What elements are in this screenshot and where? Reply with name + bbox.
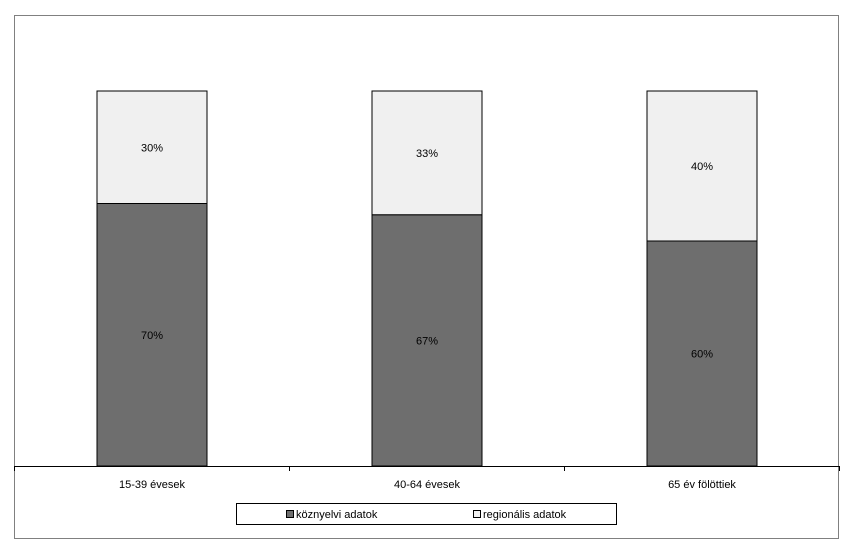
x-tick-label-3: 65 év fölöttiek: [668, 479, 736, 491]
bar-segment-regionalis-2: [371, 90, 483, 216]
bar-segment-koznyelvi-2: [371, 214, 483, 467]
bar-segment-regionalis-1: [96, 90, 208, 204]
bar-segment-koznyelvi-3: [646, 240, 758, 467]
legend-swatch-regionalis: [473, 510, 481, 518]
legend-box: [236, 503, 617, 525]
data-label-regionalis-3: 40%: [691, 161, 713, 173]
x-tick-label-2: 40-64 évesek: [394, 479, 461, 491]
legend-label-regionalis: regionális adatok: [483, 509, 567, 521]
bar-segment-regionalis-3: [646, 90, 758, 242]
bar-segment-koznyelvi-1: [96, 203, 208, 467]
legend-swatch-koznyelvi: [286, 510, 294, 518]
data-label-regionalis-2: 33%: [416, 148, 438, 160]
legend-label-koznyelvi: köznyelvi adatok: [296, 509, 378, 521]
legend: köznyelvi adatok regionális adatok: [236, 503, 617, 525]
data-label-koznyelvi-2: 67%: [416, 335, 438, 347]
plot-area: 70% 30% 15-39 évesek 67% 33% 40-64 évesek 60% 4…: [14, 15, 840, 539]
data-label-koznyelvi-1: 70%: [141, 330, 163, 342]
data-label-koznyelvi-3: 60%: [691, 349, 713, 361]
x-tick-label-1: 15-39 évesek: [119, 479, 186, 491]
data-label-regionalis-1: 30%: [141, 142, 163, 154]
